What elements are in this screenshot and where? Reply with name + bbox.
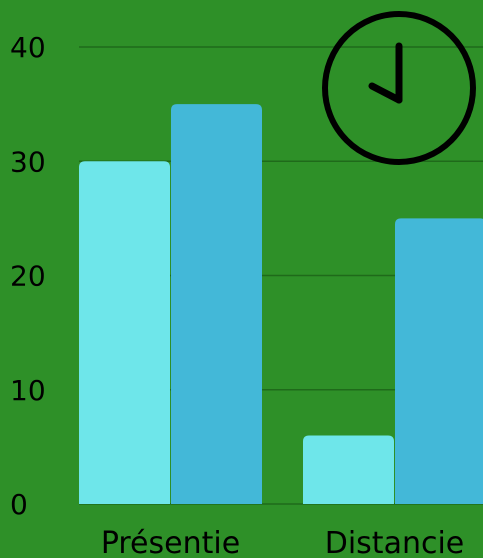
bar-series-2-distancie: [395, 218, 483, 504]
clock-icon: [322, 11, 476, 165]
y-tick-label: 40: [10, 31, 46, 64]
clock-hour-hand: [368, 82, 403, 104]
bar-series-1-présentie: [79, 161, 170, 504]
y-tick-label: 10: [10, 374, 46, 407]
x-axis: Présentie Distancie: [101, 526, 464, 558]
x-category-label: Distancie: [325, 526, 465, 558]
bars: [79, 104, 483, 504]
y-tick-label: 30: [10, 145, 46, 178]
x-category-label: Présentie: [101, 526, 240, 558]
bar-series-1-distancie: [303, 435, 394, 504]
clock-face: [322, 11, 476, 165]
y-tick-label: 20: [10, 260, 46, 293]
y-axis: 0 10 20 30 40: [10, 31, 46, 521]
bar-series-2-présentie: [171, 104, 262, 504]
y-tick-label: 0: [10, 488, 28, 521]
